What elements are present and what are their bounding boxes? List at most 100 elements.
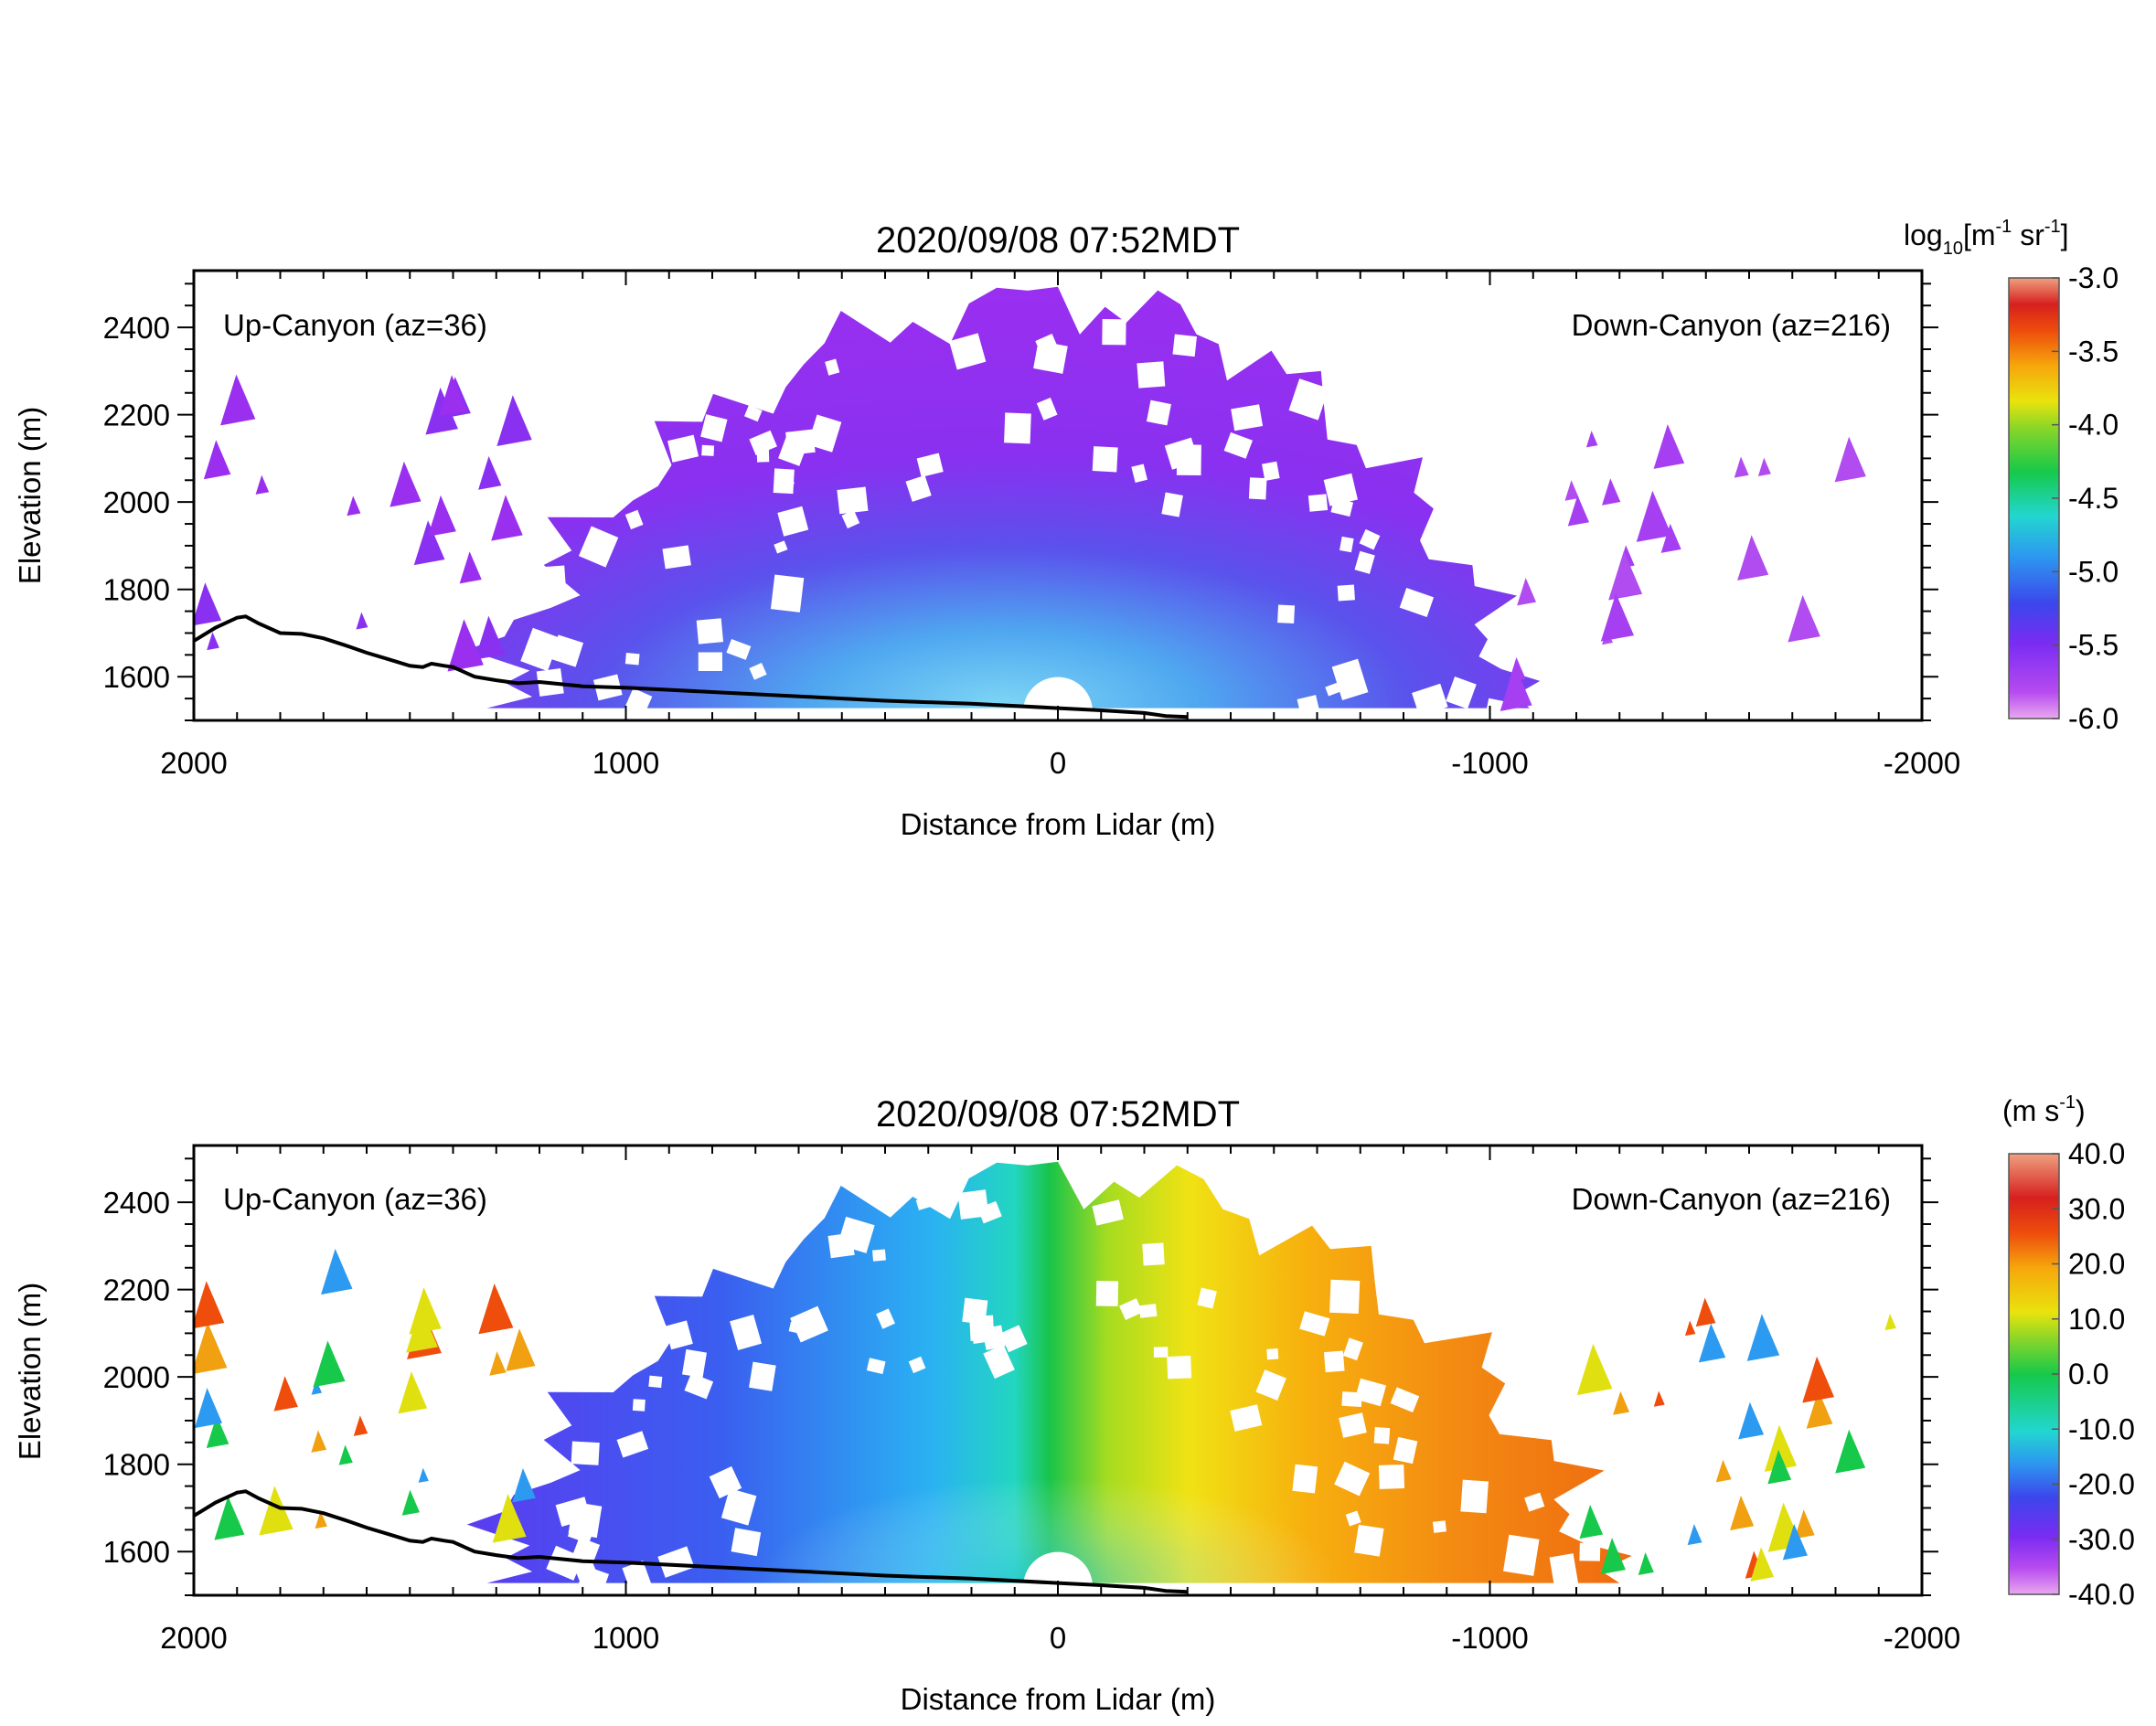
y-tick-label: 2400 [103, 311, 170, 345]
velocity-gaps [546, 1189, 1601, 1593]
data-gap [1329, 1279, 1361, 1314]
data-gap [788, 1321, 802, 1334]
echo-patch [1802, 1356, 1835, 1403]
echo-patch [1715, 1459, 1732, 1483]
echo-patch [1608, 550, 1643, 601]
echo-patch [1579, 1504, 1604, 1540]
data-gap [684, 1372, 714, 1400]
data-gap [1299, 1311, 1330, 1337]
data-gap [657, 1546, 695, 1578]
data-gap [720, 1488, 757, 1526]
data-gap [957, 1189, 989, 1220]
data-gap [726, 638, 752, 660]
echo-patch [1698, 1323, 1726, 1363]
data-gap [1223, 432, 1253, 459]
echo-patch [1636, 490, 1672, 542]
data-gap [1330, 497, 1354, 517]
echo-patch [512, 1467, 536, 1503]
colorbar-tick-label: -40.0 [2068, 1578, 2135, 1611]
echo-patch [439, 375, 467, 417]
x-tick-label: 0 [1050, 1621, 1066, 1655]
data-gap [1292, 1464, 1318, 1494]
y-tick-label: 1800 [103, 1448, 170, 1482]
data-gap [1325, 682, 1340, 697]
data-gap [1337, 584, 1355, 602]
data-gap [632, 1399, 646, 1412]
data-gap [1153, 1347, 1169, 1358]
echo-patch [1585, 431, 1598, 448]
colorbar-velocity [2008, 1153, 2060, 1595]
x-tick-labels: 2000 1000 0 -1000 -2000 [160, 1621, 1960, 1655]
data-gap [1172, 334, 1197, 357]
annotation-up-canyon: Up-Canyon (az=36) [223, 308, 487, 342]
data-gap [1345, 1510, 1361, 1527]
y-tick-label: 2000 [103, 1360, 170, 1394]
echo-patch [1684, 1320, 1696, 1337]
colorbar-tick-labels: 40.0 30.0 20.0 10.0 0.0 -10.0 -20.0 -30.0 -40.0 [2052, 1137, 2135, 1611]
data-gap [681, 1348, 707, 1379]
data-gap [1359, 528, 1381, 550]
echo-patch [273, 1376, 298, 1412]
data-gap [1323, 1350, 1345, 1373]
echo-patch [1613, 1390, 1630, 1415]
colorbar-title: log10[m-1 sr-1] [1904, 217, 2069, 259]
backscatter-fan [466, 286, 1541, 709]
data-gap [1354, 1524, 1384, 1557]
echo-patch [1734, 456, 1749, 478]
colorbar-tick-label: 30.0 [2068, 1192, 2125, 1225]
data-gap [1334, 1461, 1371, 1497]
data-gap [550, 634, 584, 667]
terrain-profile [194, 1489, 1188, 1594]
data-gap [1092, 446, 1118, 473]
echo-patch [413, 520, 445, 566]
colorbar-tick-labels: -3.0 -3.5 -4.0 -4.5 -5.0 -5.5 -6.0 [2052, 261, 2119, 735]
data-gap [825, 358, 840, 376]
data-gap [1262, 461, 1280, 482]
echo-patch [194, 1322, 228, 1374]
data-gap [838, 1216, 875, 1253]
x-axis-label: Distance from Lidar (m) [901, 807, 1216, 841]
backscatter-gaps [520, 296, 1506, 720]
data-gap [701, 444, 715, 456]
data-gap [908, 1356, 926, 1374]
data-gap [578, 1565, 610, 1593]
data-gap [866, 1358, 886, 1375]
echo-patch [390, 461, 422, 507]
data-gap [1092, 1199, 1124, 1226]
echo-patch [214, 1496, 245, 1540]
data-gap [777, 506, 809, 537]
data-gap [1167, 1355, 1192, 1380]
data-gap [1078, 296, 1093, 311]
x-tick-labels: 2000 1000 0 -1000 -2000 [160, 746, 1960, 780]
data-gap [915, 1197, 931, 1210]
data-gap [709, 1465, 742, 1499]
echo-patch [1576, 1343, 1613, 1396]
data-gap [1131, 463, 1147, 484]
data-gap [534, 565, 567, 602]
echo-patch [489, 1351, 507, 1376]
x-tick-label: 2000 [160, 746, 227, 780]
backscatter-field [194, 286, 1866, 720]
echo-patch [1687, 1524, 1702, 1546]
data-gap [567, 1513, 597, 1544]
data-gap [983, 1344, 1015, 1380]
data-gap [1412, 683, 1448, 717]
terrain-profile [194, 614, 1188, 719]
echo-patch [255, 474, 270, 495]
data-gap [1035, 334, 1061, 361]
data-gap [778, 432, 809, 466]
echo-patch [401, 1489, 420, 1516]
data-gap [916, 453, 944, 477]
data-gap [1378, 1464, 1405, 1489]
data-gap [1354, 1378, 1387, 1407]
echo-patch [206, 1415, 229, 1449]
echo-patch [1737, 535, 1769, 581]
data-gap [1339, 536, 1354, 553]
data-gap [624, 653, 640, 666]
panel-backscatter: 2020/09/08 07:52MDT Up-Canyon (az=36) Do… [13, 217, 2119, 841]
echo-patch [398, 1371, 428, 1414]
data-gap [1341, 1391, 1362, 1407]
data-gap [1323, 473, 1358, 506]
echo-patch [1602, 478, 1621, 506]
velocity-sparse-echoes [194, 1248, 1896, 1582]
